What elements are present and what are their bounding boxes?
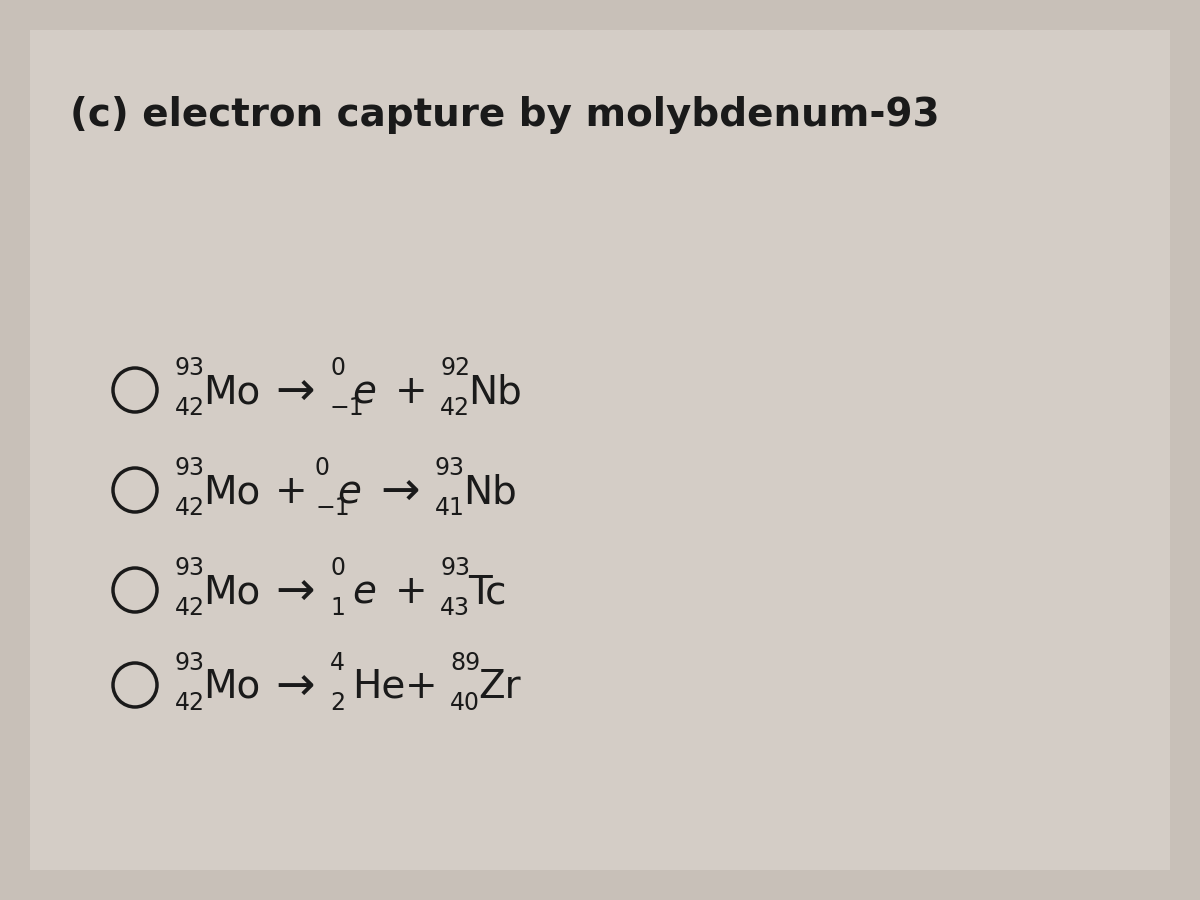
Text: +: + xyxy=(275,473,307,511)
Text: Nb: Nb xyxy=(468,373,522,411)
FancyBboxPatch shape xyxy=(30,30,1170,870)
Text: 41: 41 xyxy=(436,496,464,520)
Text: 93: 93 xyxy=(436,456,466,480)
Text: →: → xyxy=(275,370,314,415)
Text: 42: 42 xyxy=(175,396,205,420)
Text: 0: 0 xyxy=(330,356,346,380)
Text: 89: 89 xyxy=(450,651,480,675)
Text: 42: 42 xyxy=(175,691,205,715)
Text: +: + xyxy=(395,573,427,611)
Text: →: → xyxy=(275,664,314,709)
Text: e: e xyxy=(352,573,376,611)
Text: 93: 93 xyxy=(440,556,470,580)
Text: +: + xyxy=(406,668,438,706)
Text: e: e xyxy=(352,373,376,411)
Text: He: He xyxy=(352,668,406,706)
Text: 42: 42 xyxy=(440,396,470,420)
Text: (c) electron capture by molybdenum-93: (c) electron capture by molybdenum-93 xyxy=(70,96,940,134)
Text: 93: 93 xyxy=(175,651,205,675)
Text: 4: 4 xyxy=(330,651,346,675)
Text: +: + xyxy=(395,373,427,411)
Text: Tc: Tc xyxy=(468,573,506,611)
Text: 43: 43 xyxy=(440,596,470,620)
Text: Mo: Mo xyxy=(203,473,260,511)
Text: →: → xyxy=(380,470,420,515)
Text: −1: −1 xyxy=(330,396,365,420)
Text: 93: 93 xyxy=(175,456,205,480)
Text: −1: −1 xyxy=(314,496,349,520)
Text: →: → xyxy=(275,570,314,615)
Text: 42: 42 xyxy=(175,496,205,520)
Text: 40: 40 xyxy=(450,691,480,715)
Text: Nb: Nb xyxy=(463,473,517,511)
Text: 93: 93 xyxy=(175,556,205,580)
Text: Mo: Mo xyxy=(203,373,260,411)
Text: 1: 1 xyxy=(330,596,344,620)
Text: 42: 42 xyxy=(175,596,205,620)
Text: Zr: Zr xyxy=(478,668,521,706)
Text: e: e xyxy=(337,473,361,511)
Text: 0: 0 xyxy=(314,456,330,480)
Text: 93: 93 xyxy=(175,356,205,380)
Text: Mo: Mo xyxy=(203,573,260,611)
Text: 92: 92 xyxy=(440,356,470,380)
Text: Mo: Mo xyxy=(203,668,260,706)
Text: 0: 0 xyxy=(330,556,346,580)
Text: 2: 2 xyxy=(330,691,346,715)
